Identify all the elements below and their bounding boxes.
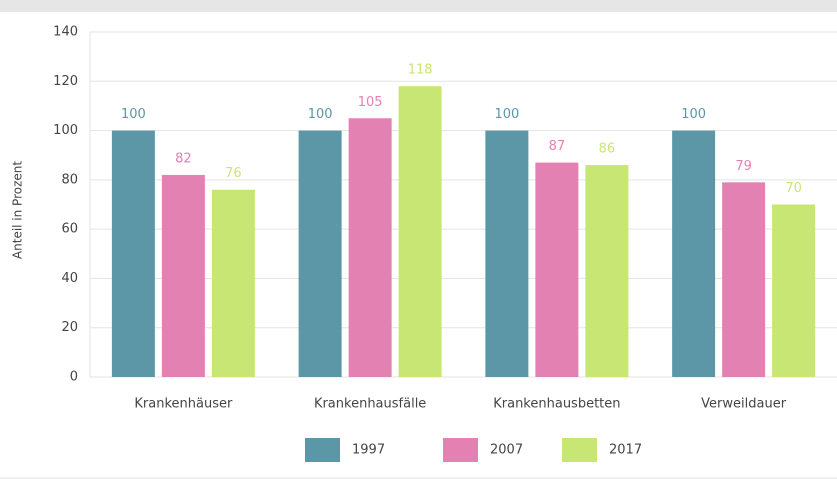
data-label: 86 <box>599 142 616 157</box>
data-label: 100 <box>494 107 519 122</box>
data-label: 105 <box>358 95 383 110</box>
y-tick-label: 60 <box>61 222 78 237</box>
bar <box>161 174 205 377</box>
data-label: 82 <box>175 151 192 166</box>
y-axis-label: Anteil in Prozent <box>11 161 25 259</box>
bar <box>535 162 579 377</box>
data-label: 100 <box>308 107 333 122</box>
y-tick-label: 80 <box>61 172 78 187</box>
legend-label: 2017 <box>609 443 642 458</box>
y-tick-label: 120 <box>53 74 78 89</box>
x-tick-label: Verweildauer <box>701 397 787 412</box>
top-strip <box>0 0 837 12</box>
data-label: 118 <box>408 63 433 78</box>
bar <box>485 130 529 377</box>
y-tick-label: 0 <box>70 370 78 385</box>
legend-swatch <box>443 438 478 462</box>
legend-swatch <box>305 438 340 462</box>
bar <box>298 130 342 377</box>
y-tick-label: 20 <box>61 320 78 335</box>
bar <box>585 165 629 377</box>
x-tick-label: Krankenhäuser <box>134 397 233 412</box>
data-label: 79 <box>735 159 752 174</box>
x-tick-label: Krankenhausbetten <box>493 397 620 412</box>
x-tick-label: Krankenhausfälle <box>314 397 426 412</box>
data-label: 87 <box>549 139 566 154</box>
legend-swatch <box>562 438 597 462</box>
y-tick-label: 140 <box>53 25 78 40</box>
y-tick-label: 40 <box>61 271 78 286</box>
y-tick-label: 100 <box>53 123 78 138</box>
data-label: 70 <box>785 181 802 196</box>
data-label: 100 <box>681 107 706 122</box>
bar <box>398 86 442 377</box>
bar <box>211 189 255 377</box>
data-label: 76 <box>225 166 242 181</box>
data-label: 100 <box>121 107 146 122</box>
bar <box>672 130 716 377</box>
bar <box>348 118 392 377</box>
legend-label: 2007 <box>490 443 523 458</box>
legend-label: 1997 <box>352 443 385 458</box>
bar <box>772 204 816 377</box>
bar <box>722 182 766 377</box>
bar <box>111 130 155 377</box>
